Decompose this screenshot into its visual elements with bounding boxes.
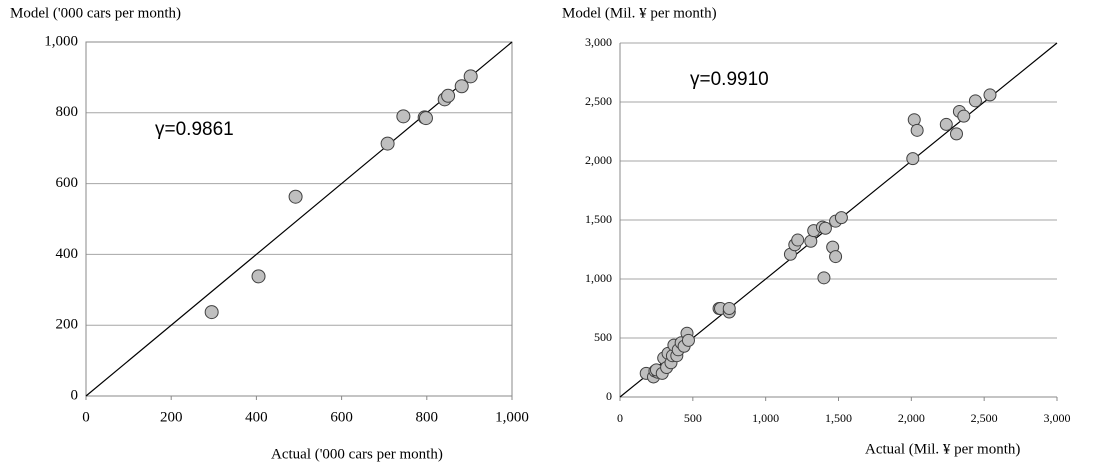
- point: [251, 269, 266, 284]
- point: [454, 79, 469, 94]
- y-tick-label: 2,000: [585, 153, 612, 167]
- y-tick-label: 1,000: [44, 33, 78, 49]
- x-tick-label: 500: [684, 411, 702, 425]
- x-tick-label: 0: [617, 411, 623, 425]
- y-tick-label: 200: [56, 317, 79, 333]
- point: [949, 127, 963, 141]
- x-tick-label: 800: [416, 409, 439, 425]
- x-tick-label: 2,500: [971, 411, 998, 425]
- point: [804, 234, 818, 248]
- annotation: γ=0.9861: [155, 119, 234, 140]
- point: [968, 94, 982, 108]
- point: [818, 221, 832, 235]
- y-tick-label: 400: [56, 246, 79, 262]
- x-tick-label: 400: [245, 409, 268, 425]
- point: [834, 211, 848, 225]
- x-tick-label: 0: [82, 409, 90, 425]
- y-tick-label: 1,500: [585, 212, 612, 226]
- point: [396, 109, 411, 124]
- x-axis-title: Actual ('000 cars per month): [271, 446, 443, 462]
- point: [829, 250, 843, 264]
- x-tick-label: 600: [330, 409, 353, 425]
- y-tick-label: 3,000: [585, 35, 612, 49]
- annotation: γ=0.9910: [690, 69, 769, 90]
- point: [681, 333, 695, 347]
- point: [441, 88, 456, 103]
- point: [380, 136, 395, 151]
- y-axis-title: Model (Mil. ¥ per month): [562, 5, 717, 21]
- y-tick-label: 500: [594, 330, 612, 344]
- y-tick-label: 0: [71, 387, 79, 403]
- point: [418, 111, 433, 126]
- x-axis-title: Actual (Mil. ¥ per month): [865, 441, 1020, 457]
- point: [204, 305, 219, 320]
- y-tick-label: 2,500: [585, 94, 612, 108]
- point: [907, 113, 921, 127]
- point: [288, 189, 303, 204]
- x-tick-label: 1,000: [495, 409, 529, 425]
- y-tick-label: 800: [56, 104, 79, 120]
- point: [906, 152, 920, 166]
- x-tick-label: 200: [160, 409, 183, 425]
- x-tick-label: 2,000: [898, 411, 925, 425]
- point: [722, 302, 736, 315]
- point: [791, 233, 805, 247]
- point: [957, 109, 971, 123]
- point: [983, 88, 997, 102]
- y-tick-label: 1,000: [585, 271, 612, 285]
- y-tick-label: 0: [606, 389, 612, 403]
- y-axis-title: Model ('000 cars per month): [10, 5, 181, 21]
- point: [910, 123, 924, 137]
- y-tick-label: 600: [56, 175, 79, 191]
- x-tick-label: 3,000: [1044, 411, 1071, 425]
- x-tick-label: 1,000: [752, 411, 779, 425]
- point: [463, 69, 478, 84]
- point: [939, 117, 953, 131]
- point: [817, 271, 831, 285]
- x-tick-label: 1,500: [825, 411, 852, 425]
